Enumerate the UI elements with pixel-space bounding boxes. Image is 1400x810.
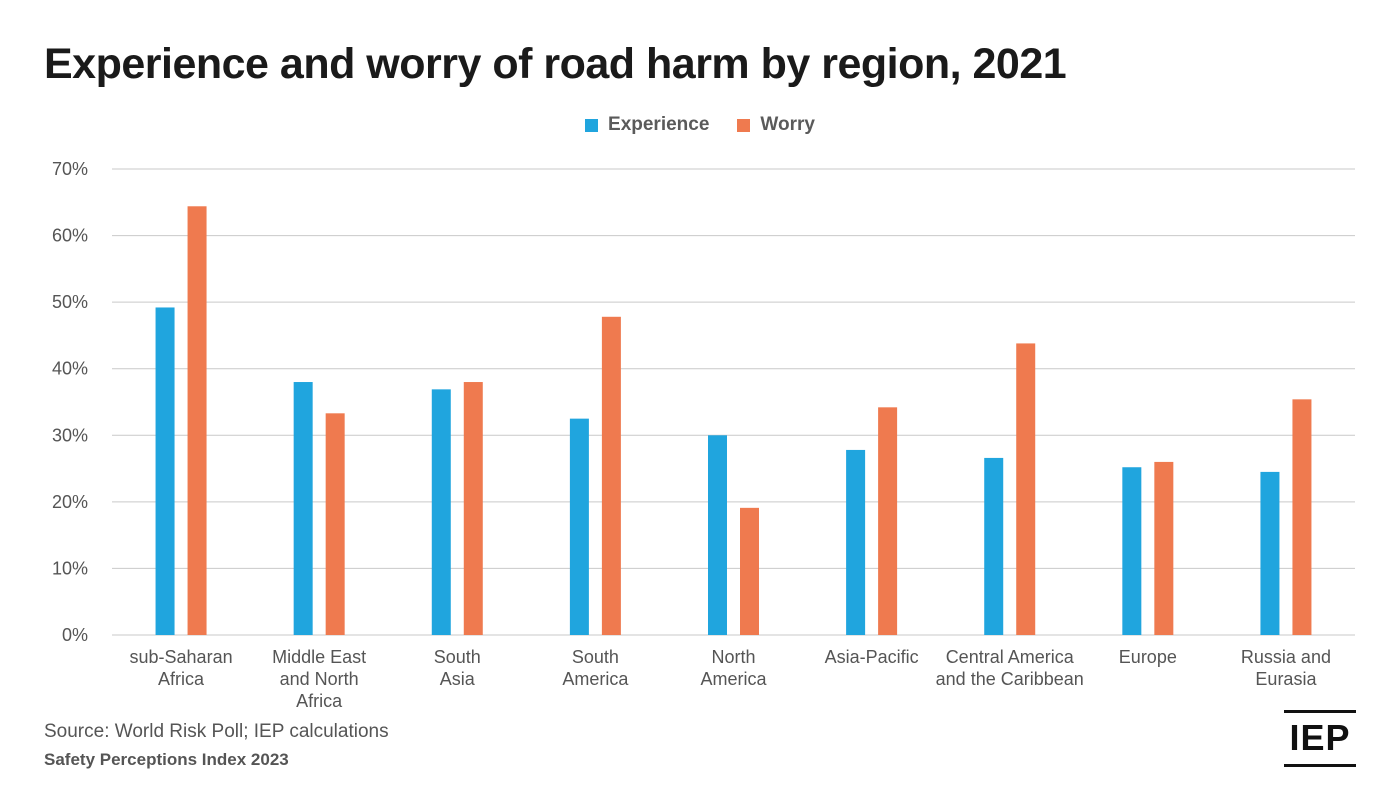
bar-experience — [984, 457, 1004, 635]
iep-logo: IEP — [1284, 710, 1356, 768]
bar-experience — [1260, 471, 1280, 635]
logo-bottom-rule — [1284, 764, 1356, 767]
x-tick-label-line: Africa — [296, 691, 343, 710]
x-tick-label-line: Asia-Pacific — [825, 647, 919, 667]
bar-experience — [155, 307, 175, 635]
x-tick-label: South Asia — [434, 647, 481, 689]
bar-worry — [463, 382, 483, 635]
y-tick-label: 70% — [52, 159, 88, 179]
bar-worry — [1154, 461, 1174, 635]
x-tick-label-line: Eurasia — [1255, 669, 1317, 689]
x-tick-label-line: America — [700, 669, 767, 689]
x-tick-label-line: Africa — [158, 669, 205, 689]
legend-swatch-experience — [585, 118, 599, 132]
x-tick-label: Russia and Eurasia — [1241, 647, 1331, 689]
x-tick-label-line: Central America — [946, 647, 1075, 667]
x-tick-label-line: South — [434, 647, 481, 667]
x-tick-label-line: Russia and — [1241, 647, 1331, 667]
bar-worry — [1292, 399, 1312, 635]
bar-worry — [325, 413, 345, 635]
bar-chart: 0%10%20%30%40%50%60%70%sub-Saharan Africa… — [52, 159, 1355, 710]
bar-experience — [431, 389, 451, 635]
legend-label-experience: Experience — [608, 114, 710, 135]
logo-top-rule — [1284, 710, 1356, 713]
legend-swatch-worry — [737, 118, 751, 132]
bar-worry — [740, 507, 759, 635]
x-tick-label-line: sub-Saharan — [130, 647, 233, 667]
index-name: Safety Perceptions Index 2023 — [44, 750, 289, 769]
x-tick-label: South America — [562, 647, 629, 689]
legend-label-worry: Worry — [760, 114, 815, 135]
y-tick-label: 40% — [52, 359, 88, 379]
x-tick-label-line: Asia — [440, 669, 476, 689]
x-tick-label-line: and the Caribbean — [936, 669, 1084, 689]
y-tick-label: 30% — [52, 425, 88, 445]
bar-experience — [1122, 467, 1142, 635]
x-tick-label: Asia-Pacific — [825, 647, 919, 667]
bar-experience — [846, 449, 866, 635]
bar-worry — [1016, 343, 1036, 635]
x-tick-label-line: South — [572, 647, 619, 667]
bar-worry — [601, 316, 621, 635]
y-tick-label: 50% — [52, 292, 88, 312]
logo-text: IEP — [1289, 717, 1351, 758]
x-tick-label-line: America — [562, 669, 629, 689]
y-tick-label: 60% — [52, 226, 88, 246]
x-tick-label: sub-Saharan Africa — [130, 647, 233, 689]
bar-experience — [293, 382, 313, 635]
x-tick-label-line: and North — [280, 669, 359, 689]
bar-experience — [708, 435, 727, 635]
y-tick-label: 0% — [62, 625, 88, 645]
bar-worry — [878, 407, 898, 635]
bar-worry — [187, 206, 207, 635]
x-tick-label-line: Europe — [1119, 647, 1177, 667]
y-tick-label: 10% — [52, 558, 88, 578]
chart-legend: Experience Worry — [0, 114, 1400, 136]
x-tick-label-line: Middle East — [272, 647, 366, 667]
x-tick-label: North America — [700, 647, 767, 689]
x-tick-label: Europe — [1119, 647, 1177, 667]
bar-experience — [569, 418, 589, 635]
legend-item-experience: Experience — [585, 114, 709, 136]
x-tick-label-line: North — [711, 647, 755, 667]
source-note: Source: World Risk Poll; IEP calculation… — [44, 721, 389, 742]
chart-title: Experience and worry of road harm by reg… — [44, 40, 1067, 88]
x-tick-label: Central America and the Caribbean — [936, 647, 1084, 689]
x-tick-label: Middle East and North Africa — [272, 647, 366, 710]
y-tick-label: 20% — [52, 492, 88, 512]
legend-item-worry: Worry — [737, 114, 815, 136]
